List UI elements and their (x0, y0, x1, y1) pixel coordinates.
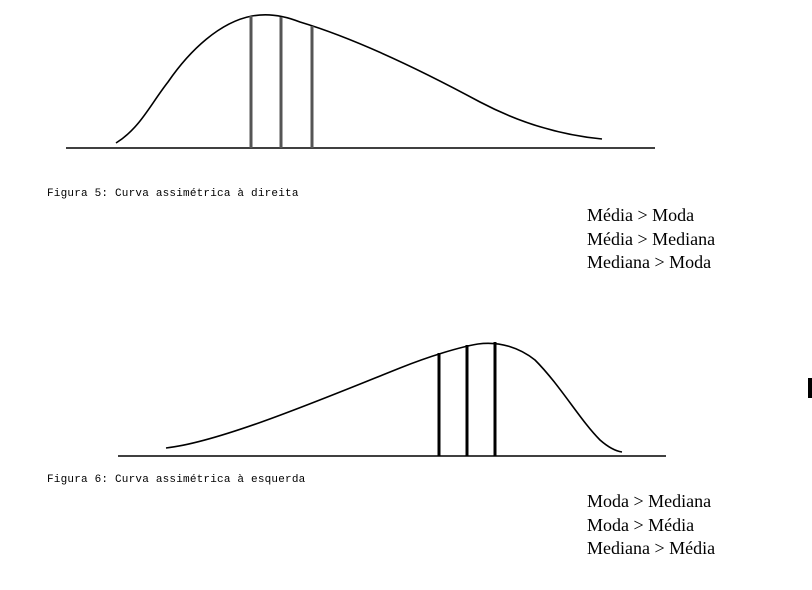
figure-6-diagram (118, 342, 666, 457)
figure-5-curve (115, 14, 603, 144)
relation-line: Média > Mediana (587, 228, 716, 249)
figure-6-relations: Moda > Mediana Moda > Média Mediana > Mé… (587, 490, 715, 561)
figure-5-caption: Figura 5: Curva assimétrica à direita (47, 188, 299, 200)
figure-5-relations: Média > Moda Média > Mediana Mediana > M… (587, 204, 715, 275)
relation-line: Mediana > Moda (587, 252, 712, 272)
figure-6-curve (165, 342, 623, 453)
relation-line: Moda > Média (587, 514, 695, 535)
figure-6-caption: Figura 6: Curva assimétrica à esquerda (47, 474, 306, 486)
relation-line: Média > Moda (587, 205, 695, 225)
relation-line: Moda > Mediana (587, 491, 712, 511)
relation-line: Mediana > Média (587, 538, 716, 558)
figure-5-diagram (66, 14, 655, 149)
edge-mark (808, 378, 812, 398)
